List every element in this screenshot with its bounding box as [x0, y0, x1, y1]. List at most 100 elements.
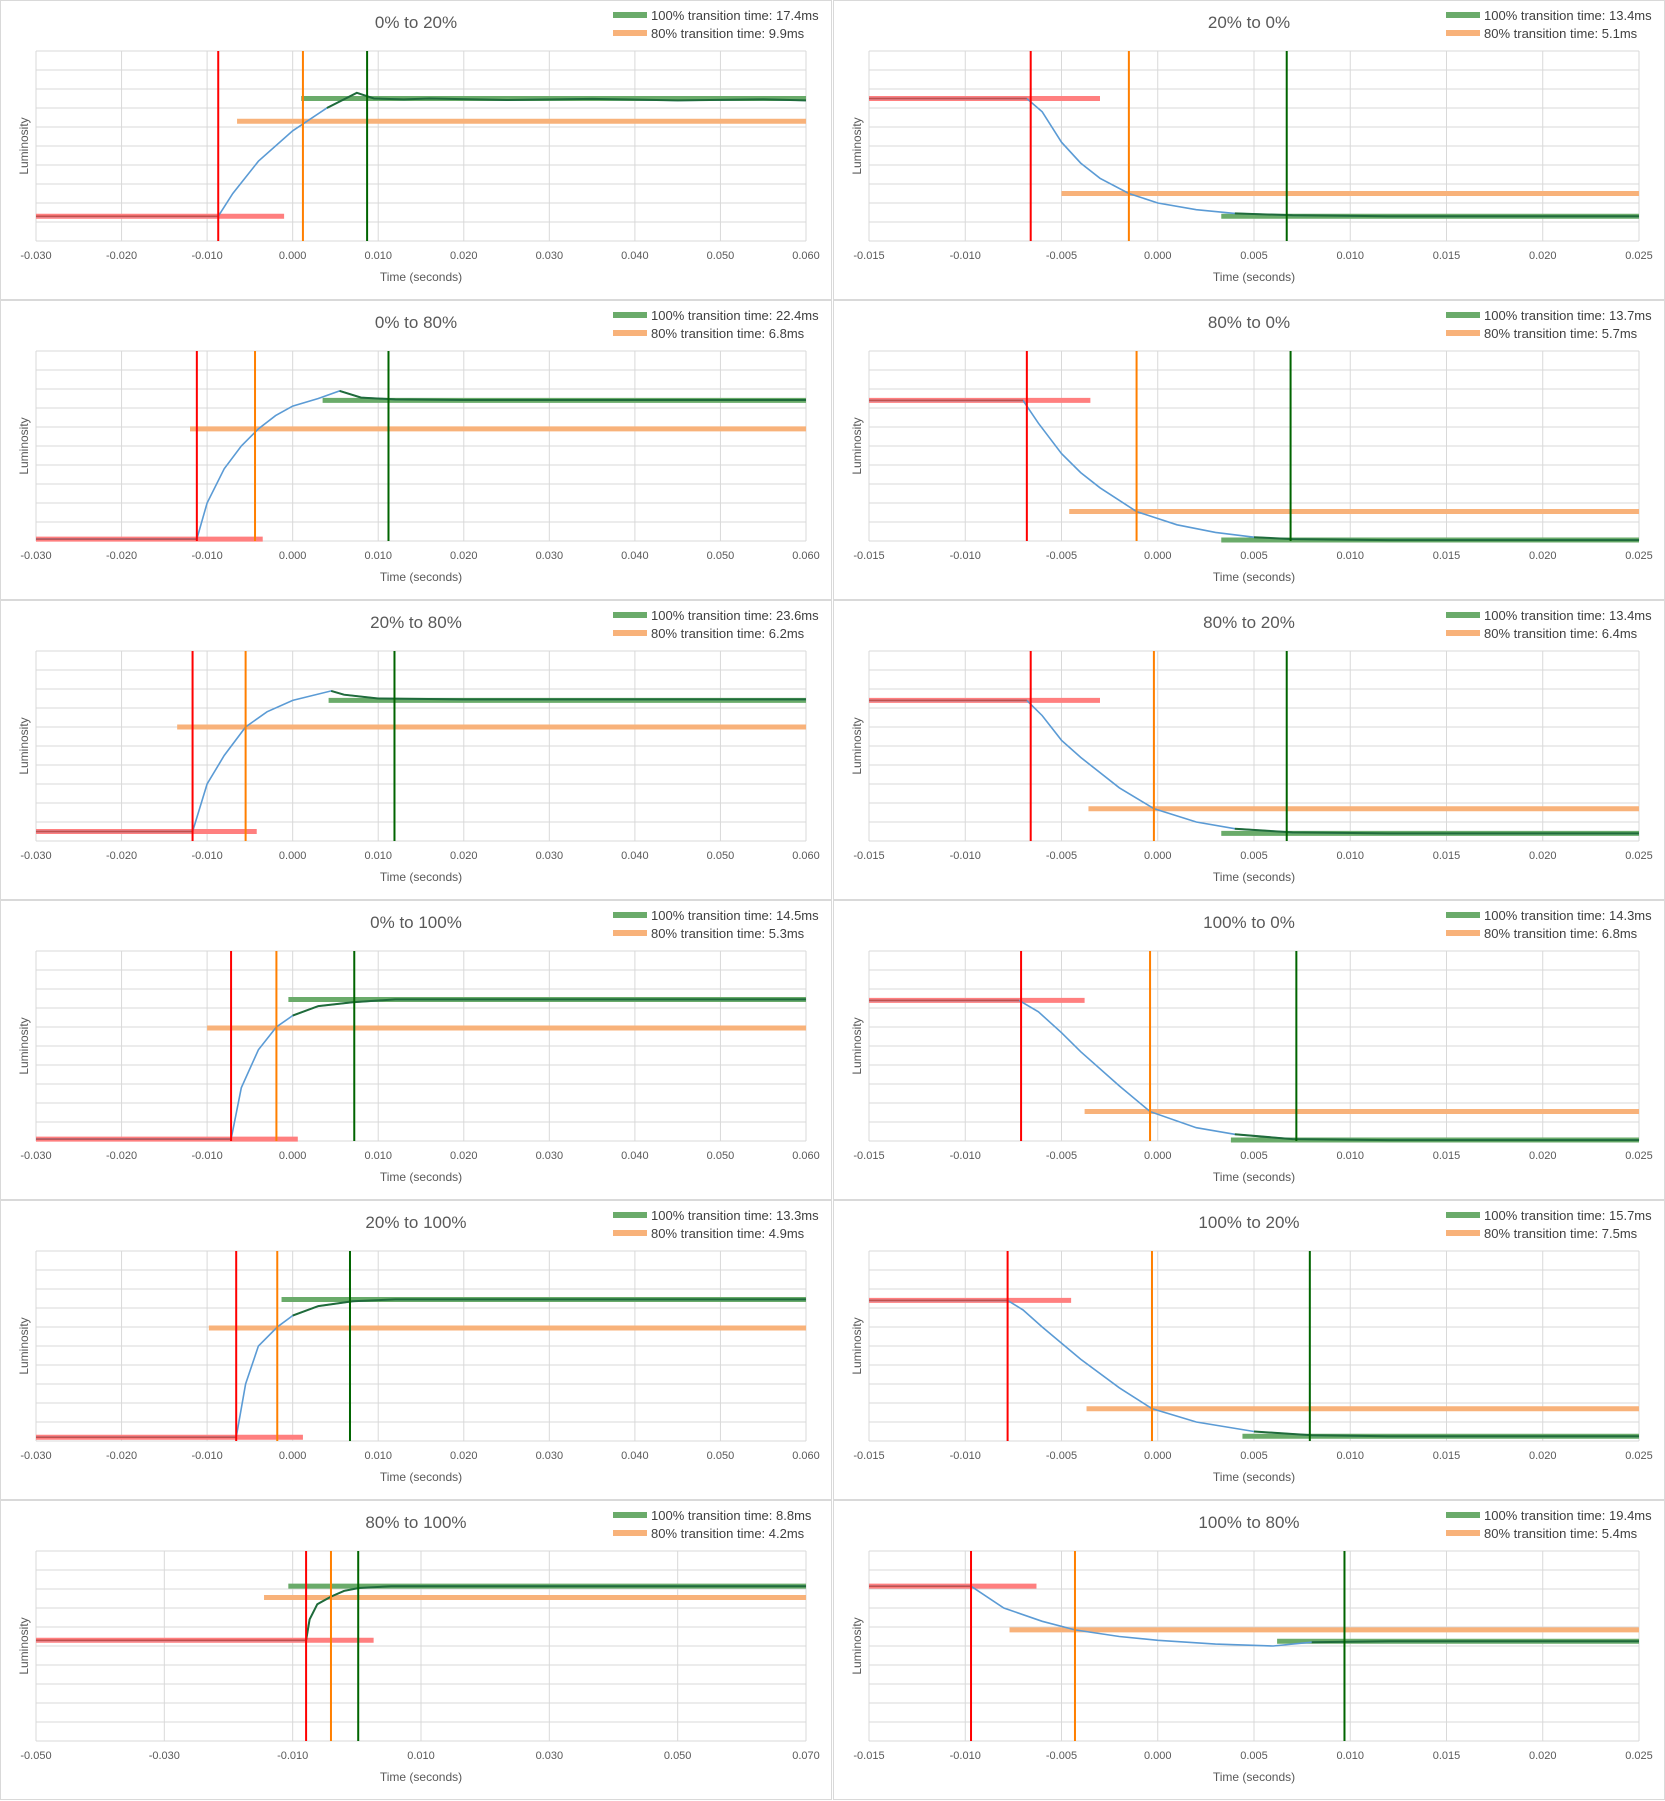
- chart-title: 80% to 0%: [1208, 313, 1290, 332]
- x-tick-label: 0.020: [450, 1450, 478, 1462]
- x-tick-label: 0.000: [1144, 850, 1172, 862]
- x-axis-label: Time (seconds): [1213, 870, 1295, 884]
- chart-title: 80% to 100%: [365, 1513, 466, 1532]
- x-tick-label: 0.015: [1433, 1750, 1461, 1762]
- x-tick-label: -0.010: [192, 1150, 223, 1162]
- x-tick-label: 0.025: [1625, 850, 1653, 862]
- x-axis-label: Time (seconds): [380, 270, 462, 284]
- x-tick-label: 0.060: [792, 850, 820, 862]
- x-axis-label: Time (seconds): [380, 570, 462, 584]
- chart-panel: -0.030 -0.020 -0.010 0.000 0.010 0.020 0.030 0.…: [0, 0, 832, 300]
- x-tick-label: 0.010: [1336, 850, 1364, 862]
- chart-svg: -0.015 -0.010 -0.005 0.000 0.005 0.010 0.015 0.…: [850, 8, 1653, 284]
- legend-80-label: 80% transition time: 4.9ms: [651, 1226, 805, 1241]
- x-tick-label: -0.005: [1046, 850, 1077, 862]
- legend-100-label: 100% transition time: 13.3ms: [651, 1208, 819, 1223]
- legend-80-label: 80% transition time: 5.7ms: [1484, 326, 1638, 341]
- x-tick-label: 0.010: [1336, 1450, 1364, 1462]
- x-tick-label: 0.050: [707, 1450, 735, 1462]
- x-tick-label: 0.000: [279, 850, 307, 862]
- x-tick-label: -0.015: [853, 850, 884, 862]
- x-tick-label: 0.070: [792, 1750, 820, 1762]
- x-tick-label: -0.030: [20, 850, 51, 862]
- x-tick-label: 0.050: [707, 250, 735, 262]
- legend-100-label: 100% transition time: 15.7ms: [1484, 1208, 1652, 1223]
- x-tick-label: -0.015: [853, 1450, 884, 1462]
- x-tick-label: 0.000: [1144, 250, 1172, 262]
- x-tick-label: 0.025: [1625, 250, 1653, 262]
- legend-80-label: 80% transition time: 9.9ms: [651, 26, 805, 41]
- end-level-trace: [326, 91, 807, 109]
- y-axis-label: Luminosity: [850, 717, 864, 774]
- x-tick-label: 0.025: [1625, 1450, 1653, 1462]
- legend-100-label: 100% transition time: 17.4ms: [651, 8, 819, 23]
- x-tick-label: 0.060: [792, 1150, 820, 1162]
- chart-title: 100% to 0%: [1203, 913, 1295, 932]
- x-tick-label: 0.010: [364, 550, 392, 562]
- legend-80-label: 80% transition time: 6.4ms: [1484, 626, 1638, 641]
- x-tick-label: -0.005: [1046, 1750, 1077, 1762]
- x-tick-label: -0.020: [106, 250, 137, 262]
- x-tick-label: 0.060: [792, 550, 820, 562]
- chart-svg: -0.050 -0.030 -0.010 0.010 0.030 0.050 0.070 80…: [17, 1508, 820, 1784]
- chart-panel: -0.015 -0.010 -0.005 0.000 0.005 0.010 0.015 0.…: [833, 900, 1665, 1200]
- x-tick-label: 0.010: [1336, 250, 1364, 262]
- x-tick-label: -0.010: [950, 850, 981, 862]
- x-tick-label: 0.030: [536, 550, 564, 562]
- x-tick-label: -0.015: [853, 1750, 884, 1762]
- x-tick-label: 0.010: [1336, 1750, 1364, 1762]
- x-axis-label: Time (seconds): [1213, 1170, 1295, 1184]
- y-axis-label: Luminosity: [850, 417, 864, 474]
- end-level-trace: [305, 1585, 806, 1641]
- chart-title: 80% to 20%: [1203, 613, 1295, 632]
- chart-svg: -0.030 -0.020 -0.010 0.000 0.010 0.020 0.030 0.…: [17, 908, 820, 1184]
- x-tick-label: 0.010: [364, 250, 392, 262]
- end-level-trace: [1253, 1430, 1639, 1438]
- chart-panel: -0.015 -0.010 -0.005 0.000 0.005 0.010 0.015 0.…: [833, 600, 1665, 900]
- x-tick-label: 0.025: [1625, 1750, 1653, 1762]
- x-tick-label: 0.015: [1433, 250, 1461, 262]
- chart-panel: -0.015 -0.010 -0.005 0.000 0.005 0.010 0.015 0.…: [833, 1500, 1665, 1800]
- y-axis-label: Luminosity: [17, 1017, 31, 1074]
- x-tick-label: 0.060: [792, 1450, 820, 1462]
- end-level-trace: [1234, 827, 1639, 835]
- x-tick-label: 0.050: [664, 1750, 692, 1762]
- x-tick-label: 0.030: [536, 250, 564, 262]
- x-tick-label: 0.000: [279, 250, 307, 262]
- legend-100-label: 100% transition time: 13.4ms: [1484, 8, 1652, 23]
- end-level-trace: [1234, 1133, 1639, 1142]
- x-tick-label: 0.005: [1240, 1450, 1268, 1462]
- chart-svg: -0.015 -0.010 -0.005 0.000 0.005 0.010 0.015 0.…: [850, 1508, 1653, 1784]
- x-tick-label: -0.010: [192, 1450, 223, 1462]
- end-level-trace: [1234, 212, 1639, 218]
- x-tick-label: -0.015: [853, 550, 884, 562]
- x-tick-label: 0.020: [1529, 1750, 1557, 1762]
- x-tick-label: 0.015: [1433, 1150, 1461, 1162]
- x-tick-label: -0.005: [1046, 1150, 1077, 1162]
- x-tick-label: 0.020: [1529, 1150, 1557, 1162]
- x-tick-label: 0.015: [1433, 850, 1461, 862]
- x-tick-label: -0.010: [950, 1450, 981, 1462]
- x-tick-label: 0.040: [621, 250, 649, 262]
- y-axis-label: Luminosity: [850, 1317, 864, 1374]
- luminosity-curve: [36, 91, 807, 218]
- chart-svg: -0.015 -0.010 -0.005 0.000 0.005 0.010 0.015 0.…: [850, 1208, 1653, 1484]
- end-level-trace: [339, 389, 806, 401]
- chart-svg: -0.030 -0.020 -0.010 0.000 0.010 0.020 0.030 0.…: [17, 608, 820, 884]
- legend-100-label: 100% transition time: 8.8ms: [651, 1508, 812, 1523]
- x-tick-label: -0.010: [192, 850, 223, 862]
- y-axis-label: Luminosity: [850, 1017, 864, 1074]
- y-axis-label: Luminosity: [850, 1617, 864, 1674]
- chart-title: 20% to 0%: [1208, 13, 1290, 32]
- x-tick-label: -0.050: [20, 1750, 51, 1762]
- x-axis-label: Time (seconds): [380, 1770, 462, 1784]
- x-tick-label: -0.030: [20, 1150, 51, 1162]
- legend-80-label: 80% transition time: 6.2ms: [651, 626, 805, 641]
- x-tick-label: 0.010: [364, 1450, 392, 1462]
- legend-100-label: 100% transition time: 14.5ms: [651, 908, 819, 923]
- x-axis-label: Time (seconds): [1213, 1770, 1295, 1784]
- x-tick-label: -0.015: [853, 250, 884, 262]
- legend-100-label: 100% transition time: 23.6ms: [651, 608, 819, 623]
- chart-svg: -0.015 -0.010 -0.005 0.000 0.005 0.010 0.015 0.…: [850, 308, 1653, 584]
- x-tick-label: 0.030: [536, 850, 564, 862]
